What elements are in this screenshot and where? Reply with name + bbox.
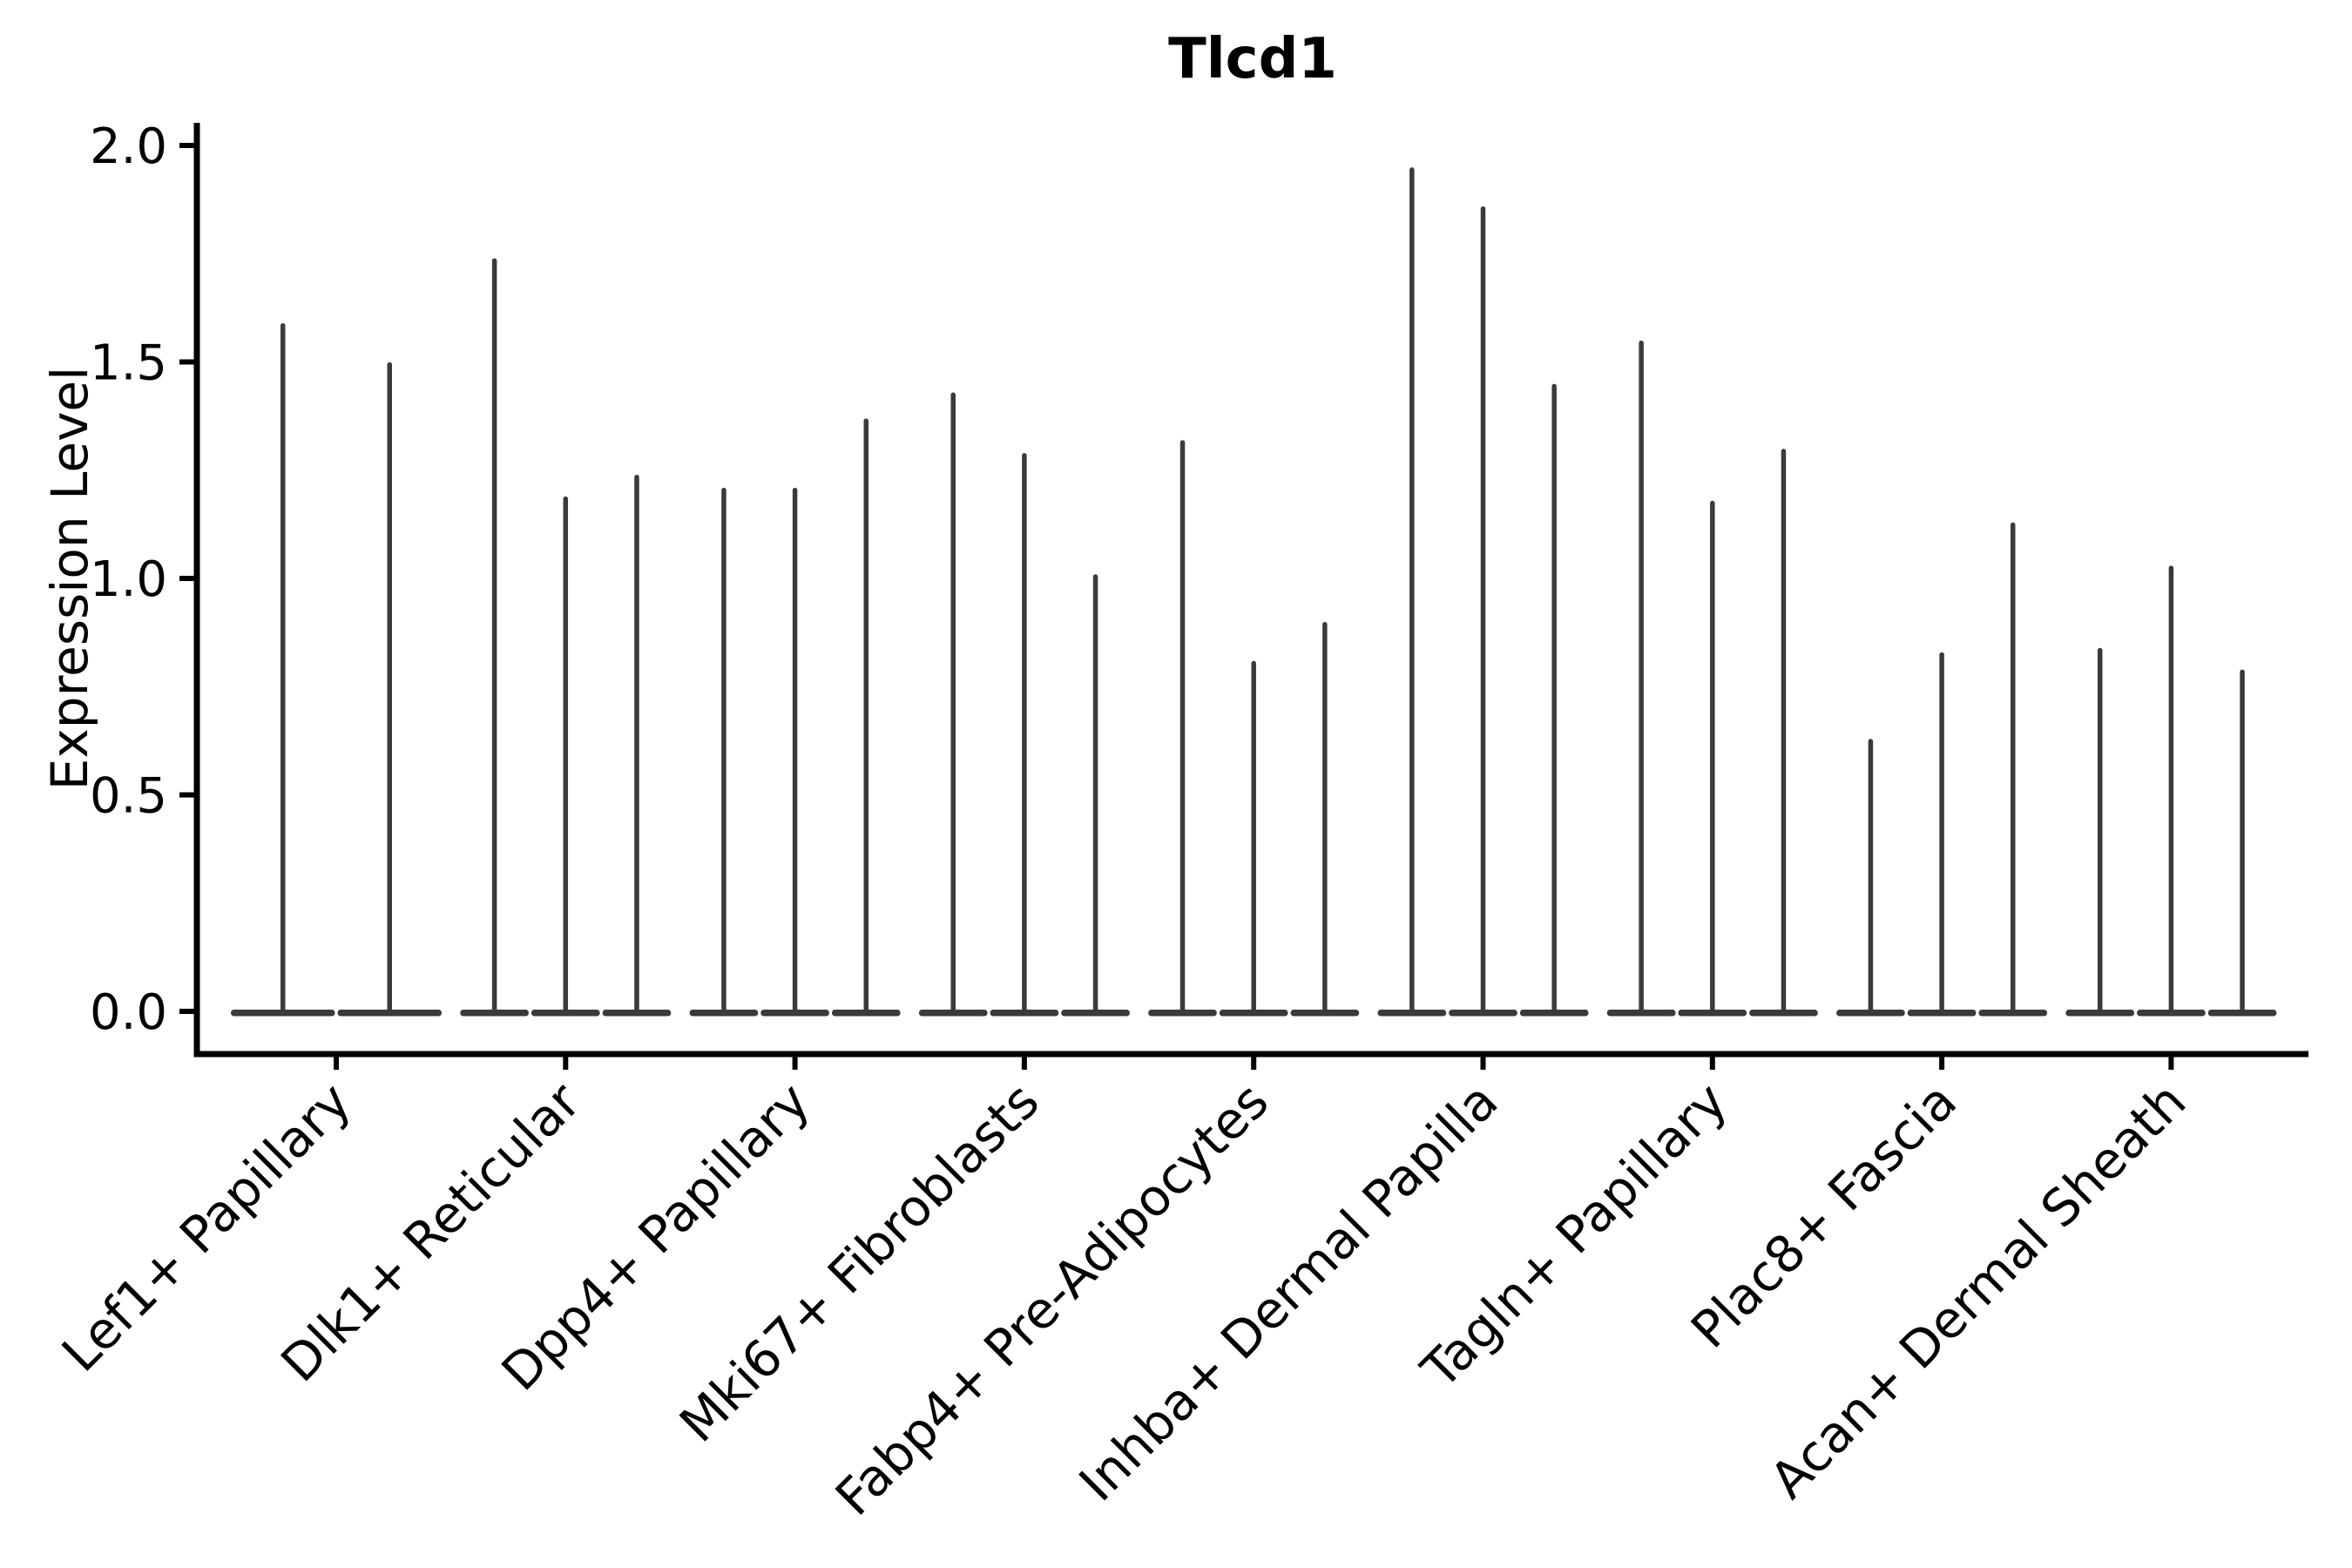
y-axis-title: Expression Level <box>40 366 99 791</box>
y-tick-label: 0.0 <box>90 984 167 1041</box>
y-tick-label: 1.5 <box>90 335 167 392</box>
y-tick-label: 1.0 <box>90 551 167 608</box>
chart-title: Tlcd1 <box>1168 27 1337 91</box>
y-tick-label: 0.5 <box>90 768 167 825</box>
x-tick-label: Inhba+ Dermal Papilla <box>1068 1071 1510 1513</box>
x-tick-label: Fabp4+ Pre-Adipocytes <box>824 1071 1280 1527</box>
x-tick-label: Acan+ Dermal Sheath <box>1759 1071 2197 1510</box>
y-tick-label: 2.0 <box>90 118 167 175</box>
